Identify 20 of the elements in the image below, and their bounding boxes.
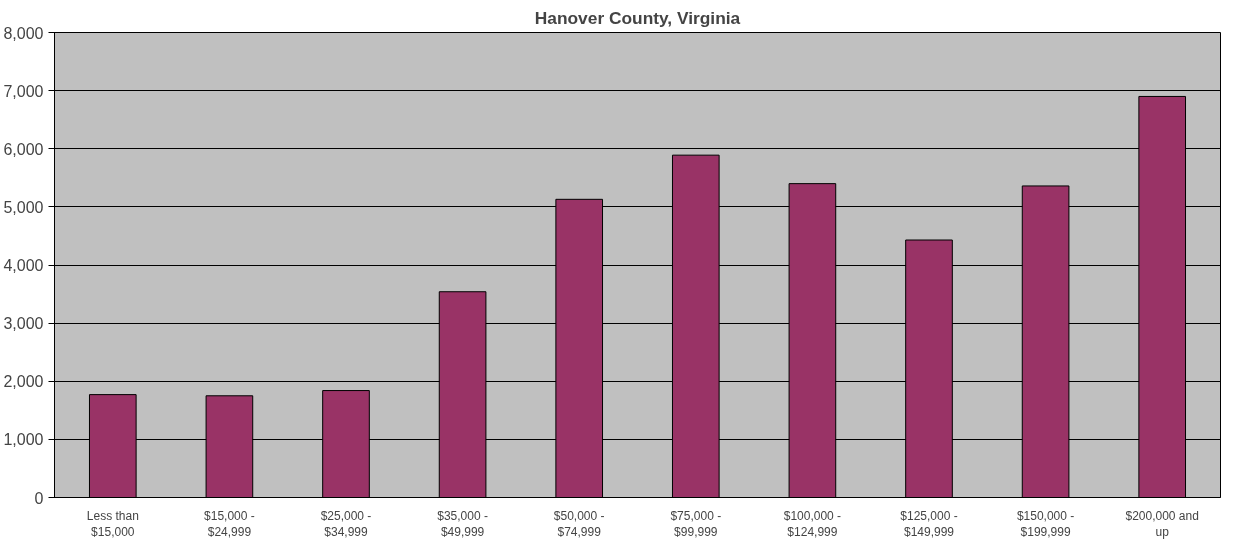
x-tick-label: Less than $15,000: [86, 508, 139, 540]
y-tick-label: 4,000: [3, 257, 44, 274]
x-tick-label: $100,000 - $124,999: [783, 508, 842, 540]
x-tick-label: $25,000 - $34,999: [320, 508, 372, 540]
x-tick-label: $15,000 - $24,999: [204, 508, 255, 540]
x-tick-label: $35,000 - $49,999: [437, 508, 488, 540]
y-tick-label: 1,000: [3, 431, 44, 449]
y-tick-label: 6,000: [3, 140, 44, 158]
y-tick-label: 3,000: [3, 315, 44, 333]
x-tick-label: $200,000 and up: [1125, 508, 1199, 540]
y-tick-label: 7,000: [3, 82, 44, 100]
y-tick-label: 5,000: [3, 198, 44, 216]
y-tick-label: 0: [34, 489, 44, 507]
x-tick-label: $125,000 - $149,999: [900, 508, 958, 540]
chart-title: Hanover County, Virginia: [534, 7, 741, 28]
y-tick-label: 8,000: [3, 24, 44, 42]
x-tick-label: $75,000 - $99,999: [670, 508, 722, 540]
y-tick-label: 2,000: [3, 373, 44, 391]
x-tick-label: $150,000 - $199,999: [1016, 508, 1075, 540]
x-tick-label: $50,000 - $74,999: [553, 508, 605, 540]
